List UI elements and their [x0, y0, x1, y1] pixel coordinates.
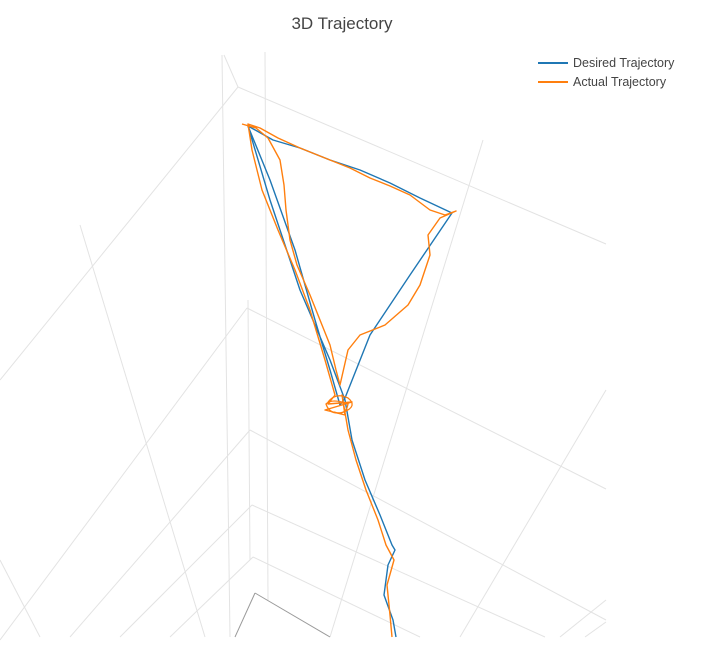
- legend-item-actual[interactable]: Actual Trajectory: [538, 72, 674, 91]
- grid-line: [246, 307, 607, 490]
- legend-label-actual: Actual Trajectory: [573, 74, 667, 89]
- grid-line: [0, 559, 41, 638]
- grid-line: [584, 621, 607, 638]
- legend-label-desired: Desired Trajectory: [573, 55, 675, 70]
- grid-line: [223, 54, 239, 88]
- series-layer: [241, 123, 457, 638]
- grid-line: [559, 599, 607, 638]
- grid-line: [254, 592, 331, 638]
- grid-line: [264, 51, 269, 601]
- grid-line: [0, 86, 239, 381]
- grid-line: [119, 504, 253, 638]
- grid-lines: [0, 51, 607, 641]
- grid-line: [249, 429, 607, 621]
- legend-item-desired[interactable]: Desired Trajectory: [538, 53, 674, 72]
- grid-line: [69, 429, 251, 638]
- grid-line: [251, 504, 546, 638]
- grid-line: [234, 592, 256, 638]
- grid-line: [79, 224, 206, 638]
- grid-line: [221, 54, 231, 638]
- legend-swatch-desired: [538, 61, 568, 64]
- series-line-actual[interactable]: [241, 123, 457, 638]
- grid-line: [459, 389, 607, 638]
- grid-line: [237, 86, 607, 245]
- grid-line: [329, 139, 484, 638]
- legend-swatch-actual: [538, 80, 568, 83]
- grid-line: [0, 307, 248, 641]
- series-line-desired[interactable]: [247, 125, 453, 638]
- chart-title: 3D Trajectory: [291, 14, 393, 33]
- grid-line: [169, 556, 254, 638]
- grid-line: [252, 556, 421, 638]
- legend: Desired Trajectory Actual Trajectory: [538, 53, 674, 91]
- grid-line: [247, 299, 251, 561]
- series-line-actual-loop: [325, 395, 353, 414]
